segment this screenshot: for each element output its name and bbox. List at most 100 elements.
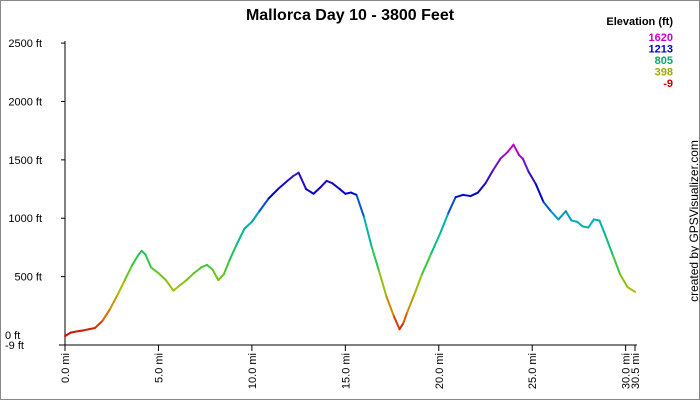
elevation-point: [193, 272, 195, 274]
elevation-point: [88, 328, 90, 330]
elevation-segment: [576, 220, 584, 228]
elevation-point: [141, 250, 143, 252]
x-tick-label: 10.0 mi: [247, 353, 259, 389]
elevation-point: [611, 253, 614, 256]
elevation-point: [64, 335, 66, 337]
elevation-point: [587, 226, 589, 229]
elevation-point: [576, 221, 578, 223]
elevation-point: [217, 279, 219, 281]
elevation-point: [206, 264, 208, 266]
elevation-segment: [413, 273, 423, 296]
elevation-point: [570, 219, 573, 222]
elevation-point: [277, 188, 279, 190]
elevation-segment: [469, 191, 480, 198]
elevation-point: [492, 169, 494, 171]
elevation-segment: [587, 218, 595, 229]
elevation-segment: [192, 266, 203, 275]
elevation-point: [430, 252, 432, 254]
elevation-point: [144, 253, 146, 256]
elevation-segment: [200, 263, 209, 269]
y-tick-label: -9 ft: [5, 340, 24, 352]
elevation-segment: [217, 273, 225, 282]
elevation-segment: [64, 331, 72, 338]
elevation-point: [292, 175, 294, 177]
elevation-segment: [377, 269, 388, 298]
elevation-segment: [454, 193, 465, 199]
credit-text: created by GPSVisualizer.com: [687, 140, 699, 302]
elevation-segment: [267, 188, 280, 200]
elevation-segment: [185, 272, 195, 282]
elevation-point: [258, 210, 260, 212]
elevation-point: [305, 188, 307, 190]
elevation-segment: [557, 210, 567, 221]
x-tick-label: 25.0 mi: [527, 353, 539, 389]
elevation-point: [557, 218, 559, 221]
elevation-point: [83, 329, 85, 331]
x-tick-label: 0.0 mi: [60, 353, 72, 383]
chart-title: Mallorca Day 10 - 3800 Feet: [246, 7, 455, 24]
elevation-point: [462, 194, 464, 196]
elevation-segment: [430, 231, 442, 255]
elevation-segment: [619, 273, 629, 289]
elevation-segment: [211, 268, 220, 282]
elevation-segment: [235, 227, 246, 245]
elevation-point: [626, 286, 629, 288]
elevation-point: [320, 186, 322, 188]
elevation-segment: [222, 259, 231, 276]
elevation-segment: [305, 188, 315, 195]
elevation-segment: [243, 220, 253, 230]
elevation-segment: [521, 157, 530, 173]
elevation-segment: [144, 253, 152, 269]
elevation-point: [565, 210, 567, 212]
elevation-segment: [439, 212, 450, 234]
elevation-point: [109, 308, 111, 310]
elevation-segment: [385, 295, 395, 318]
elevation-point: [363, 216, 365, 218]
elevation-segment: [402, 311, 408, 325]
elevation-point: [593, 218, 595, 221]
legend-entry: 398: [655, 67, 673, 79]
y-tick-label: 2500 ft: [8, 38, 42, 50]
elevation-segment: [149, 266, 160, 275]
elevation-point: [116, 294, 118, 296]
x-tick-label: 30.5 mi: [630, 353, 642, 389]
x-axis: 0.0 mi 5.0 mi 10.0 mi 15.0 mi 20.0 mi 25.0 mi…: [59, 344, 642, 389]
elevation-point: [339, 188, 341, 190]
elevation-point: [131, 264, 133, 266]
elevation-segment: [292, 171, 300, 178]
elevation-segment: [604, 233, 614, 256]
elevation-point: [522, 158, 524, 160]
elevation-segment: [420, 252, 433, 276]
elevation-segment: [534, 183, 545, 203]
elevation-point: [469, 195, 472, 197]
legend-title: Elevation (ft): [606, 16, 673, 28]
elevation-point: [447, 212, 449, 215]
elevation-point: [355, 194, 358, 196]
elevation-point: [406, 312, 408, 314]
elevation-segment: [131, 254, 139, 266]
elevation-segment: [506, 143, 515, 153]
elevation-point: [604, 233, 606, 236]
y-tick-label: 1000 ft: [8, 213, 42, 225]
y-tick-label: 2000 ft: [8, 96, 42, 108]
elevation-profile-line: [64, 143, 636, 338]
elevation-segment: [527, 170, 537, 186]
elevation-point: [542, 201, 545, 203]
elevation-point: [413, 293, 416, 295]
elevation-point: [634, 291, 636, 293]
legend-entry: 805: [655, 55, 673, 67]
elevation-point: [385, 295, 388, 298]
legend-entry: 1213: [649, 44, 673, 56]
elevation-point: [200, 266, 203, 268]
elevation-point: [178, 285, 180, 287]
elevation-segment: [398, 322, 405, 331]
elevation-segment: [406, 293, 416, 314]
elevation-segment: [542, 200, 552, 213]
elevation-point: [165, 279, 167, 281]
elevation-point: [402, 322, 404, 324]
elevation-point: [535, 183, 537, 185]
elevation-point: [550, 210, 552, 212]
elevation-segment: [392, 315, 401, 331]
elevation-segment: [331, 182, 341, 191]
